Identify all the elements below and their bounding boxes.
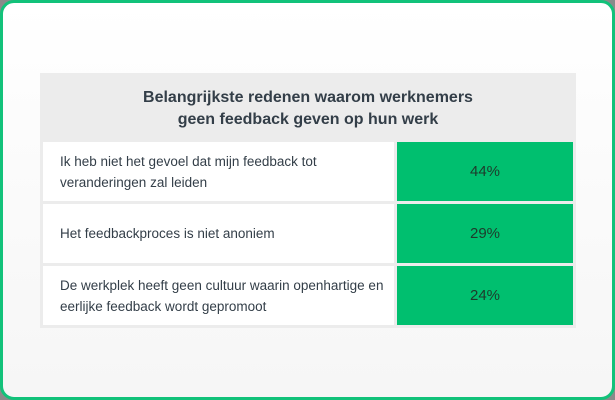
table-row: De werkplek heeft geen cultuur waarin op… (43, 266, 573, 325)
reason-label: De werkplek heeft geen cultuur waarin op… (43, 266, 394, 325)
reasons-table: Belangrijkste redenen waarom werknemers … (40, 73, 576, 328)
table-row: Het feedbackproces is niet anoniem 29% (43, 204, 573, 263)
table-row: Ik heb niet het gevoel dat mijn feedback… (43, 142, 573, 201)
reason-label: Het feedbackproces is niet anoniem (43, 204, 394, 263)
table-title: Belangrijkste redenen waarom werknemers … (143, 89, 473, 128)
reason-label: Ik heb niet het gevoel dat mijn feedback… (43, 142, 394, 201)
percentage-value: 24% (397, 266, 573, 325)
percentage-value: 29% (397, 204, 573, 263)
percentage-value: 44% (397, 142, 573, 201)
